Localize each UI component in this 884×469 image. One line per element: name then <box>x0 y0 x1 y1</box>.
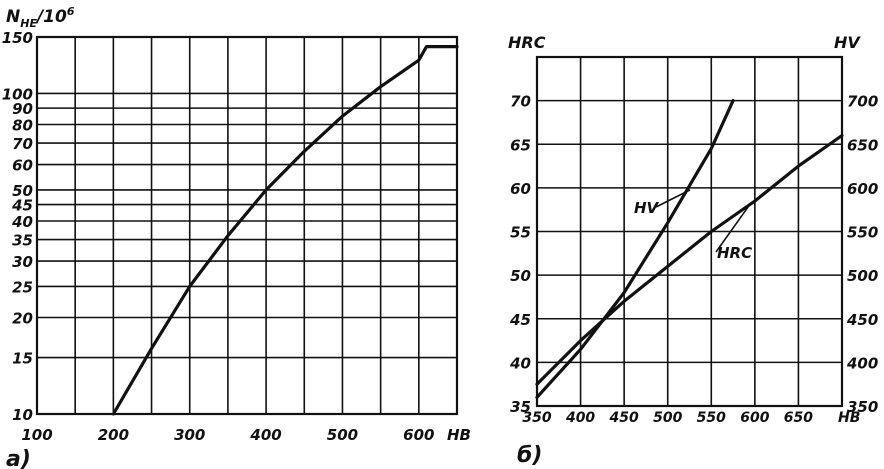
y-tick-label-right: 500 <box>847 267 878 285</box>
panel-label-b: б) <box>517 443 542 468</box>
series-line <box>111 44 459 416</box>
y-tick-label-left: 60 <box>510 180 531 198</box>
chart-b: 35 40 45 50 55 60 65 70 350 400 450 500 550 600 650 700… <box>508 33 878 468</box>
y-tick-label: 60 <box>12 157 33 175</box>
y-tick-label-left: 65 <box>510 136 531 154</box>
x-tick-label: 400 <box>565 410 595 426</box>
y-tick-label-left: 40 <box>509 354 531 372</box>
x-tick-label: 200 <box>98 426 129 444</box>
y-tick-label: 80 <box>12 117 33 135</box>
y-tick-label: 20 <box>12 310 33 328</box>
y-tick-label: 90 <box>12 100 33 118</box>
y-tick-label: 40 <box>11 213 33 231</box>
y-axis-title: NHE/106 <box>6 5 75 30</box>
x-tick-label: 600 <box>740 410 769 426</box>
y-tick-label: 100 <box>2 85 33 103</box>
y-tick-label-left: 35 <box>510 398 531 416</box>
chart-a-frame <box>35 35 459 416</box>
x-tick-label: 300 <box>174 426 205 444</box>
y-axis-title-left: HRC <box>508 33 546 52</box>
y-tick-label-right: 650 <box>847 136 878 154</box>
series-label-leader-hv <box>655 189 691 208</box>
x-tick-label: 500 <box>327 426 358 444</box>
series-label-hrc: HRC <box>717 244 752 262</box>
y-tick-label: 10 <box>12 406 33 424</box>
series-line-hv <box>535 98 735 399</box>
y-tick-label-left: 50 <box>510 267 531 285</box>
y-tick-label-left: 45 <box>509 311 531 329</box>
y-axis-title-right: HV <box>834 33 861 52</box>
chart-a-y-axis-title: NHE/106 <box>6 5 75 30</box>
series-label-leader-hrc <box>715 203 752 253</box>
x-axis-title: HB <box>447 426 471 444</box>
y-tick-label-left: 70 <box>510 93 531 111</box>
y-tick-label-left: 55 <box>510 224 531 242</box>
x-tick-label: 600 <box>403 426 434 444</box>
y-tick-label-right: 600 <box>847 180 878 198</box>
y-tick-label: 70 <box>12 135 33 153</box>
series-label-hv: HV <box>634 199 660 217</box>
x-tick-label: 100 <box>21 426 52 444</box>
y-tick-label: 15 <box>12 350 33 368</box>
y-tick-label-right: 400 <box>846 354 878 372</box>
y-tick-label: 30 <box>12 253 33 271</box>
y-tick-label: 25 <box>12 278 33 296</box>
chart-b-frame <box>535 55 844 408</box>
y-tick-label: 150 <box>2 29 33 47</box>
x-tick-label: 400 <box>249 426 281 444</box>
y-tick-label-right: 450 <box>846 311 878 329</box>
x-tick-label: 350 <box>522 410 551 426</box>
x-tick-label: 500 <box>653 410 682 426</box>
x-tick-label: 550 <box>697 410 726 426</box>
y-tick-label-right: 350 <box>847 398 878 416</box>
panel-label-a: а) <box>6 447 31 469</box>
y-tick-label: 50 <box>12 182 33 200</box>
x-axis-title: HB <box>838 410 860 426</box>
y-tick-label: 35 <box>12 232 33 250</box>
x-tick-label: 650 <box>784 410 813 426</box>
y-tick-label: 45 <box>11 197 33 215</box>
series-line-hrc <box>535 133 844 386</box>
y-tick-label-right: 700 <box>847 93 878 111</box>
x-tick-label: 450 <box>609 410 639 426</box>
y-tick-label-right: 550 <box>847 224 878 242</box>
